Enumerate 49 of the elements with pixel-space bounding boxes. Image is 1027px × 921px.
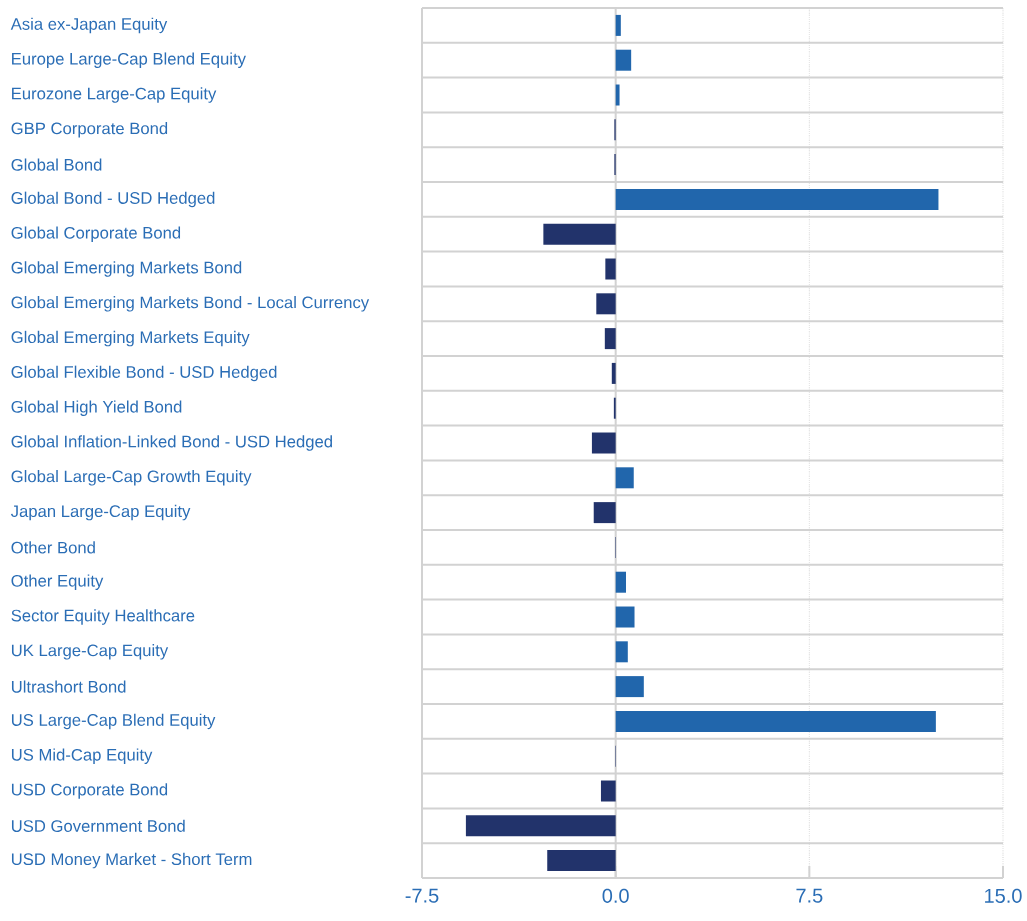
y-tick-label: Global Large-Cap Growth Equity <box>11 470 252 486</box>
y-tick-label: Asia ex-Japan Equity <box>10 17 168 34</box>
bar <box>600 780 616 802</box>
y-tick-label: Ultrashort Bond <box>11 680 126 693</box>
y-tick-label: Global Inflation-Linked Bond - USD Hedged <box>11 435 332 451</box>
bar <box>615 571 626 593</box>
bar <box>615 641 628 663</box>
bar <box>593 502 616 524</box>
y-tick-label: USD Money Market - Short Term <box>11 852 252 869</box>
y-tick-label: Global High Yield Bond <box>11 400 182 416</box>
y-tick-label: Global Emerging Markets Bond <box>11 261 242 277</box>
x-tick-label: 7.5 <box>796 888 823 903</box>
bar <box>615 710 936 732</box>
bar <box>615 49 632 71</box>
bar <box>615 467 634 489</box>
y-tick-label: Global Flexible Bond - USD Hedged <box>11 365 277 382</box>
y-tick-label: Global Bond - USD Hedged <box>11 191 215 208</box>
bar <box>591 432 616 454</box>
y-tick-label: Global Emerging Markets Equity <box>11 330 250 347</box>
bar <box>615 14 621 36</box>
bar <box>615 606 635 628</box>
y-tick-label: US Mid-Cap Equity <box>11 748 153 764</box>
bar <box>615 676 644 698</box>
y-tick-label: Sector Equity Healthcare <box>11 609 195 625</box>
y-tick-label: Global Emerging Markets Bond - Local Currency <box>11 296 370 312</box>
y-tick-label: Japan Large-Cap Equity <box>10 504 191 521</box>
y-tick-label: Other Bond <box>11 541 95 554</box>
y-tick-label: USD Corporate Bond <box>11 783 168 799</box>
y-tick-label: Europe Large-Cap Blend Equity <box>12 52 246 68</box>
y-tick-label: Other Equity <box>11 574 104 590</box>
bar <box>611 362 616 384</box>
bar <box>596 293 616 315</box>
bar <box>605 258 616 280</box>
y-tick-label: Global Corporate Bond <box>11 226 181 242</box>
x-tick-label: 15.0 <box>985 888 1022 903</box>
bar <box>547 850 616 872</box>
bar <box>465 815 616 837</box>
y-tick-label: Eurozone Large-Cap Equity <box>12 87 217 103</box>
bar <box>604 328 616 350</box>
x-tick-label: -7.5 <box>405 888 439 903</box>
y-tick-label: UK Large-Cap Equity <box>11 644 169 660</box>
bar <box>615 188 939 210</box>
bar <box>543 223 616 245</box>
y-tick-label: Global Bond <box>11 158 102 171</box>
y-tick-label: US Large-Cap Blend Equity <box>11 713 216 730</box>
y-tick-label: GBP Corporate Bond <box>11 122 168 138</box>
bar <box>615 84 620 106</box>
y-tick-label: USD Government Bond <box>11 819 185 832</box>
x-tick-label: 0.0 <box>602 888 629 903</box>
